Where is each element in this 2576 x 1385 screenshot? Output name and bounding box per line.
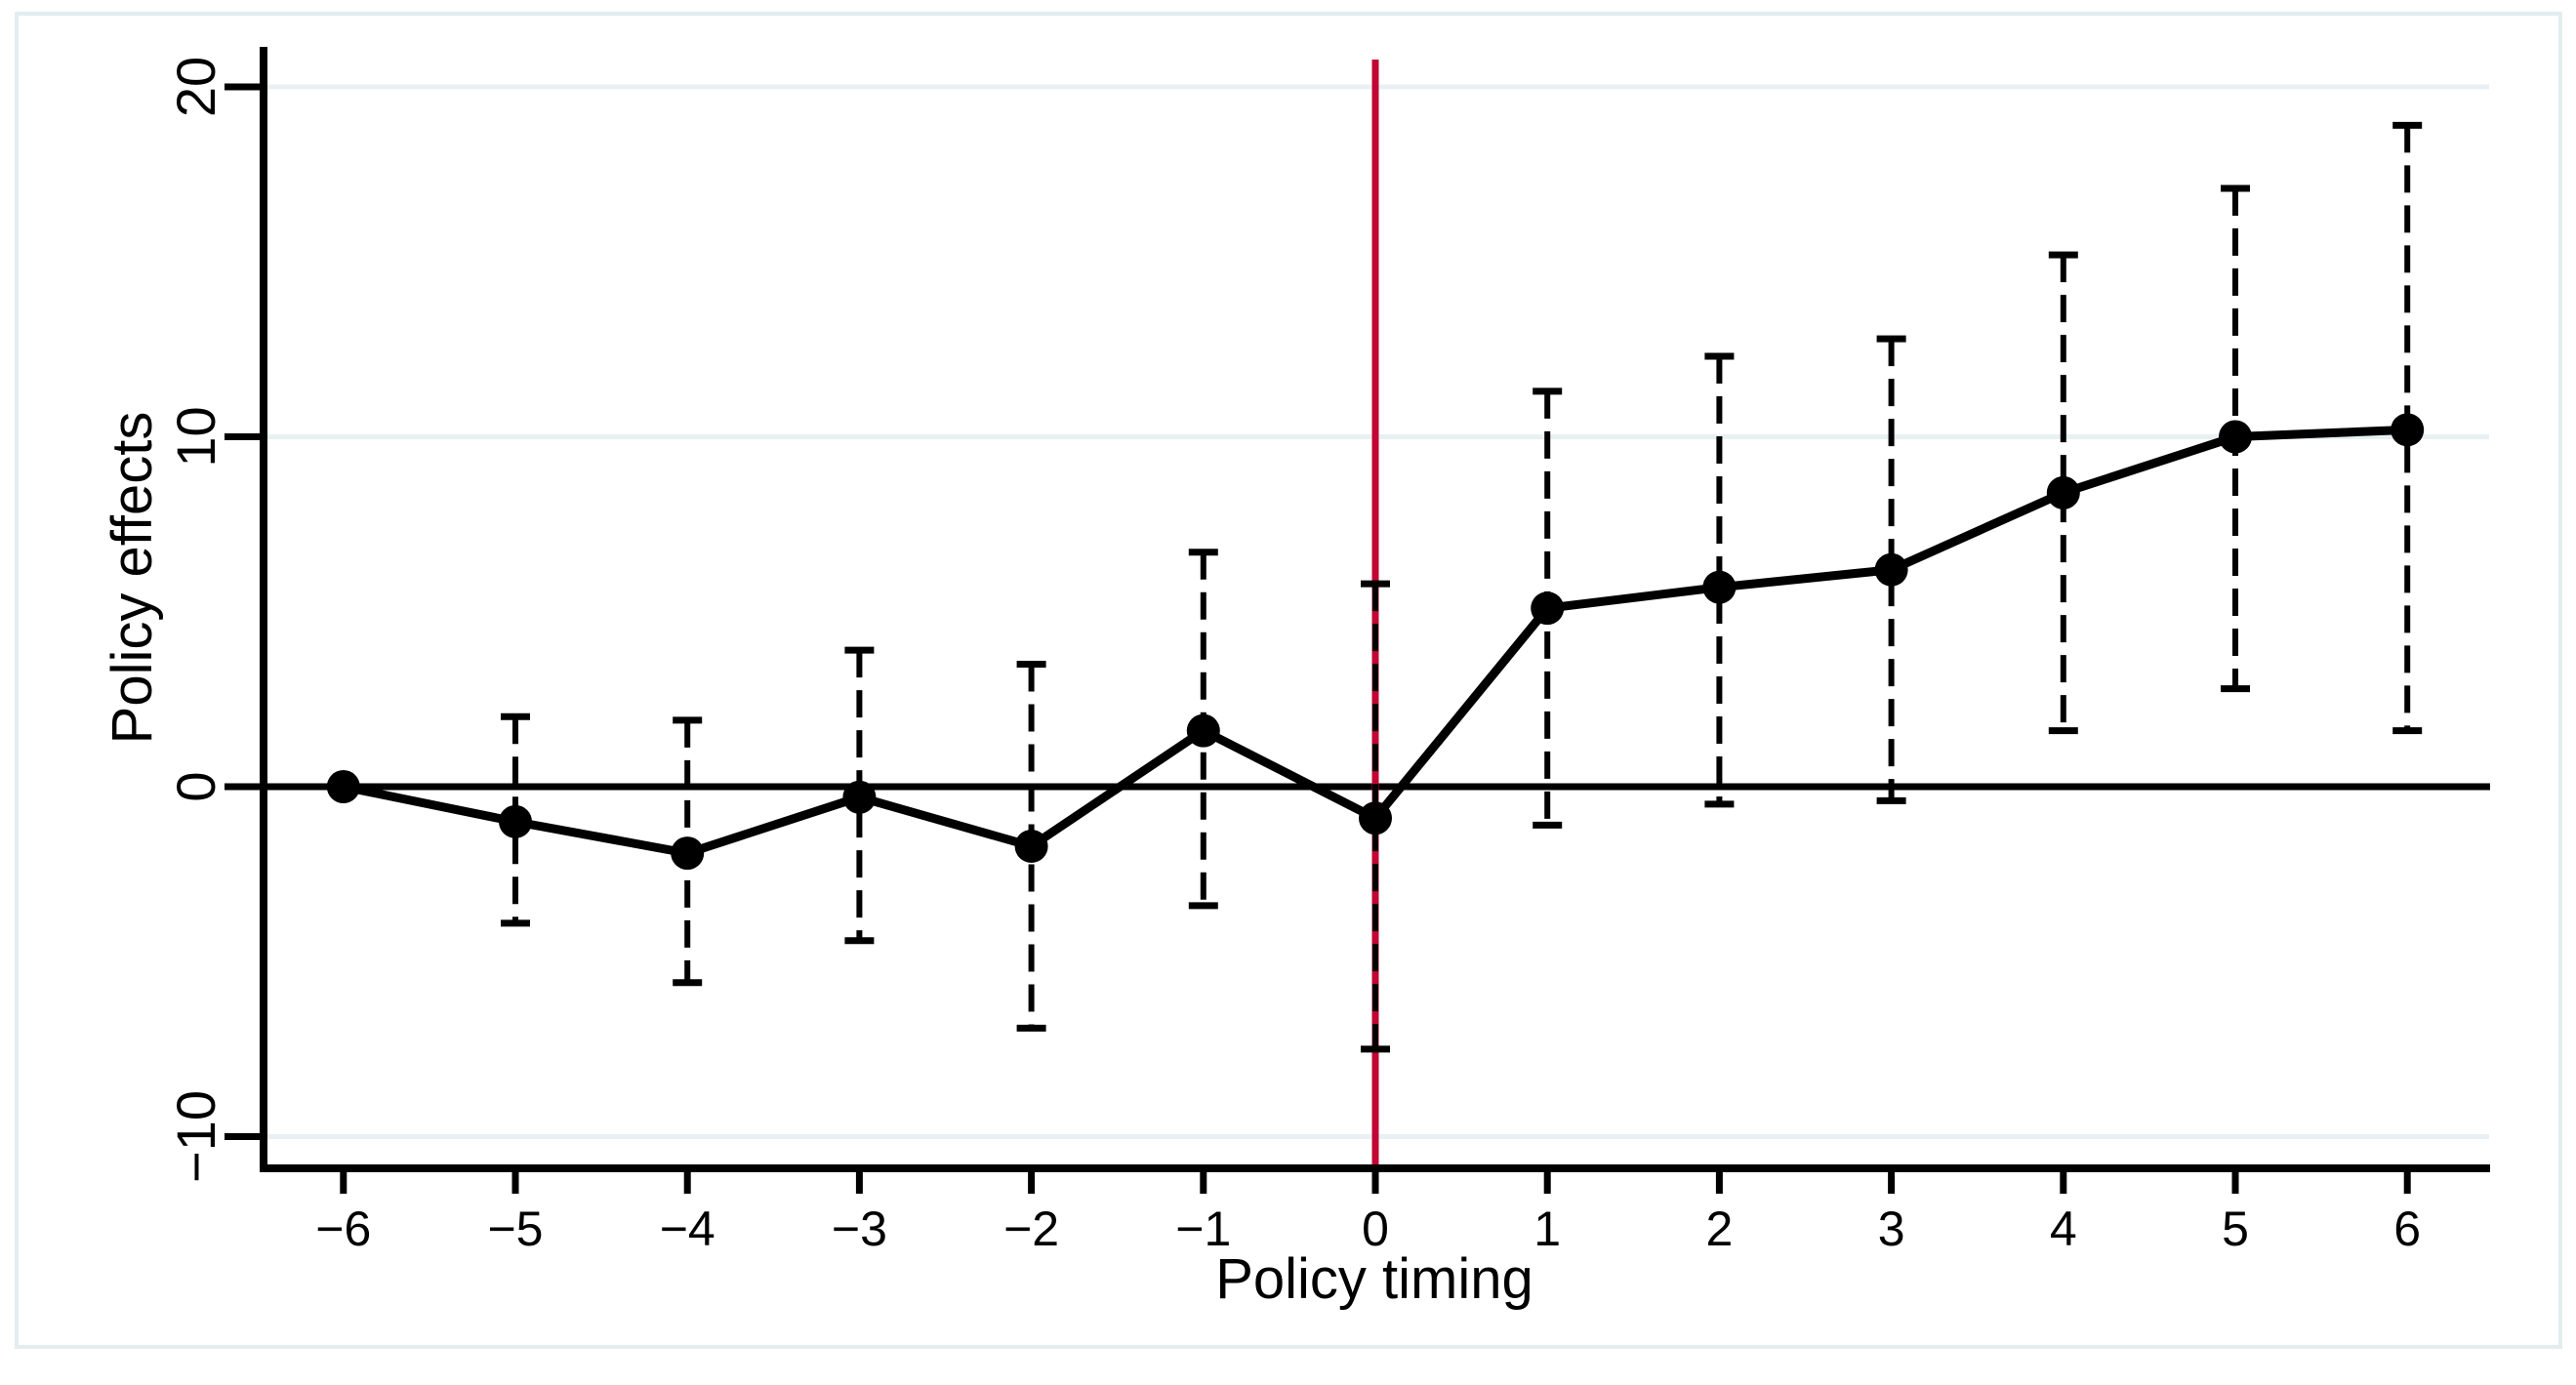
x-tick-label: 0: [1362, 1202, 1389, 1256]
y-tick-label: 10: [165, 406, 226, 467]
x-axis-title: Policy timing: [1215, 1247, 1533, 1311]
x-tick-label: 3: [1878, 1202, 1905, 1256]
x-tick-label: −6: [315, 1202, 371, 1256]
x-tick-label: 4: [2050, 1202, 2077, 1256]
x-tick-label: −5: [487, 1202, 543, 1256]
data-point: [2046, 475, 2080, 509]
data-point: [842, 780, 877, 814]
y-tick-label: 20: [165, 57, 226, 117]
data-point: [499, 804, 532, 838]
data-point: [1874, 552, 1908, 587]
data-point: [2219, 420, 2252, 454]
data-point: [326, 770, 360, 803]
data-point: [1186, 713, 1220, 748]
y-axis-title: Policy effects: [101, 412, 164, 745]
x-tick-label: −4: [660, 1202, 716, 1256]
x-tick-label: −1: [1175, 1202, 1231, 1256]
data-point: [1014, 829, 1048, 863]
y-tick-label: 0: [165, 771, 226, 801]
x-tick-label: −3: [832, 1202, 887, 1256]
data-point: [671, 836, 705, 871]
data-point: [1702, 570, 1737, 604]
data-point: [1359, 801, 1392, 835]
x-tick-label: 5: [2222, 1202, 2249, 1256]
y-tick-label: −10: [165, 1090, 226, 1183]
data-point: [1531, 591, 1565, 626]
x-tick-label: −2: [1003, 1202, 1059, 1256]
x-tick-label: 1: [1533, 1202, 1561, 1256]
x-tick-label: 2: [1705, 1202, 1733, 1256]
x-tick-label: 6: [2393, 1202, 2421, 1256]
data-point: [2391, 413, 2425, 447]
